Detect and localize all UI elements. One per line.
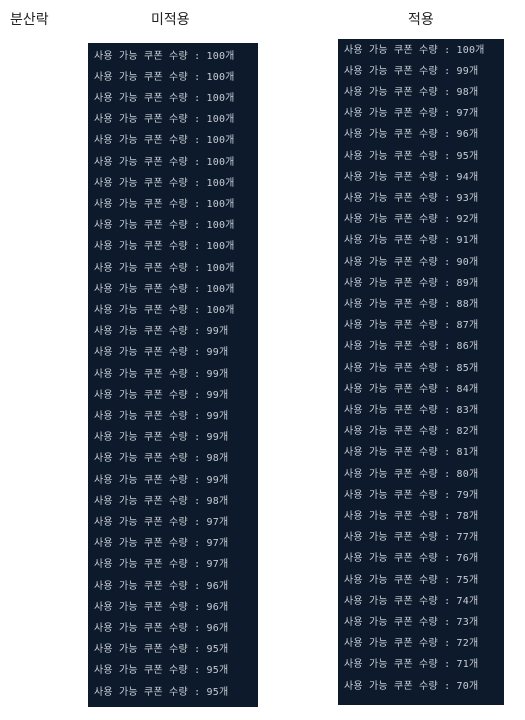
console-line: 사용 가능 쿠폰 수량 : 99개: [94, 389, 229, 401]
console-line: 사용 가능 쿠폰 수량 : 100개: [94, 220, 235, 232]
console-line: 사용 가능 쿠폰 수량 : 97개: [94, 538, 229, 550]
console-line: 사용 가능 쿠폰 수량 : 77개: [344, 532, 479, 544]
console-output-not-applied: 사용 가능 쿠폰 수량 : 100개 사용 가능 쿠폰 수량 : 100개 사용 가…: [88, 43, 258, 707]
console-line: 사용 가능 쿠폰 수량 : 96개: [344, 129, 479, 141]
console-line: 사용 가능 쿠폰 수량 : 89개: [344, 277, 479, 289]
console-line: 사용 가능 쿠폰 수량 : 71개: [344, 659, 479, 671]
console-line: 사용 가능 쿠폰 수량 : 82개: [344, 426, 479, 438]
console-line: 사용 가능 쿠폰 수량 : 93개: [344, 192, 479, 204]
applied-heading: 적용: [408, 12, 434, 28]
console-line: 사용 가능 쿠폰 수량 : 98개: [344, 86, 479, 98]
console-line: 사용 가능 쿠폰 수량 : 73개: [344, 616, 479, 628]
console-line: 사용 가능 쿠폰 수량 : 98개: [94, 453, 229, 465]
console-line: 사용 가능 쿠폰 수량 : 95개: [94, 686, 229, 698]
console-line: 사용 가능 쿠폰 수량 : 83개: [344, 404, 479, 416]
console-line: 사용 가능 쿠폰 수량 : 95개: [94, 665, 229, 677]
console-line: 사용 가능 쿠폰 수량 : 99개: [94, 410, 229, 422]
console-line: 사용 가능 쿠폰 수량 : 99개: [94, 368, 229, 380]
console-line: 사용 가능 쿠폰 수량 : 99개: [94, 326, 229, 338]
console-line: 사용 가능 쿠폰 수량 : 100개: [94, 198, 235, 210]
console-line: 사용 가능 쿠폰 수량 : 91개: [344, 235, 479, 247]
console-line: 사용 가능 쿠폰 수량 : 80개: [344, 468, 479, 480]
console-line: 사용 가능 쿠폰 수량 : 100개: [94, 71, 235, 83]
console-line: 사용 가능 쿠폰 수량 : 99개: [94, 432, 229, 444]
console-line: 사용 가능 쿠폰 수량 : 94개: [344, 171, 479, 183]
console-line: 사용 가능 쿠폰 수량 : 100개: [94, 283, 235, 295]
console-line: 사용 가능 쿠폰 수량 : 78개: [344, 510, 479, 522]
console-line: 사용 가능 쿠폰 수량 : 100개: [94, 262, 235, 274]
console-line: 사용 가능 쿠폰 수량 : 100개: [94, 304, 235, 316]
console-line: 사용 가능 쿠폰 수량 : 97개: [94, 516, 229, 528]
console-line: 사용 가능 쿠폰 수량 : 74개: [344, 595, 479, 607]
console-line: 사용 가능 쿠폰 수량 : 88개: [344, 298, 479, 310]
console-line: 사용 가능 쿠폰 수량 : 100개: [94, 241, 235, 253]
console-line: 사용 가능 쿠폰 수량 : 70개: [344, 680, 479, 692]
console-line: 사용 가능 쿠폰 수량 : 100개: [94, 135, 235, 147]
console-line: 사용 가능 쿠폰 수량 : 99개: [94, 474, 229, 486]
console-line: 사용 가능 쿠폰 수량 : 100개: [94, 156, 235, 168]
console-line: 사용 가능 쿠폰 수량 : 84개: [344, 383, 479, 395]
console-line: 사용 가능 쿠폰 수량 : 81개: [344, 447, 479, 459]
console-line: 사용 가능 쿠폰 수량 : 99개: [344, 65, 479, 77]
console-line: 사용 가능 쿠폰 수량 : 98개: [94, 495, 229, 507]
console-line: 사용 가능 쿠폰 수량 : 100개: [94, 114, 235, 126]
console-line: 사용 가능 쿠폰 수량 : 96개: [94, 622, 229, 634]
console-line: 사용 가능 쿠폰 수량 : 86개: [344, 341, 479, 353]
console-line: 사용 가능 쿠폰 수량 : 72개: [344, 638, 479, 650]
console-line: 사용 가능 쿠폰 수량 : 97개: [94, 559, 229, 571]
console-line: 사용 가능 쿠폰 수량 : 87개: [344, 320, 479, 332]
console-line: 사용 가능 쿠폰 수량 : 96개: [94, 601, 229, 613]
console-line: 사용 가능 쿠폰 수량 : 100개: [94, 50, 235, 62]
console-line: 사용 가능 쿠폰 수량 : 96개: [94, 580, 229, 592]
console-line: 사용 가능 쿠폰 수량 : 100개: [94, 92, 235, 104]
console-line: 사용 가능 쿠폰 수량 : 95개: [94, 644, 229, 656]
distributed-lock-title: 분산락: [10, 12, 49, 28]
console-line: 사용 가능 쿠폰 수량 : 75개: [344, 574, 479, 586]
console-line: 사용 가능 쿠폰 수량 : 99개: [94, 347, 229, 359]
console-line: 사용 가능 쿠폰 수량 : 79개: [344, 489, 479, 501]
console-line: 사용 가능 쿠폰 수량 : 76개: [344, 553, 479, 565]
console-line: 사용 가능 쿠폰 수량 : 97개: [344, 108, 479, 120]
console-line: 사용 가능 쿠폰 수량 : 95개: [344, 150, 479, 162]
console-line: 사용 가능 쿠폰 수량 : 85개: [344, 362, 479, 374]
console-line: 사용 가능 쿠폰 수량 : 100개: [344, 44, 485, 56]
console-line: 사용 가능 쿠폰 수량 : 90개: [344, 256, 479, 268]
console-line: 사용 가능 쿠폰 수량 : 100개: [94, 177, 235, 189]
not-applied-heading: 미적용: [151, 12, 190, 28]
console-line: 사용 가능 쿠폰 수량 : 92개: [344, 214, 479, 226]
